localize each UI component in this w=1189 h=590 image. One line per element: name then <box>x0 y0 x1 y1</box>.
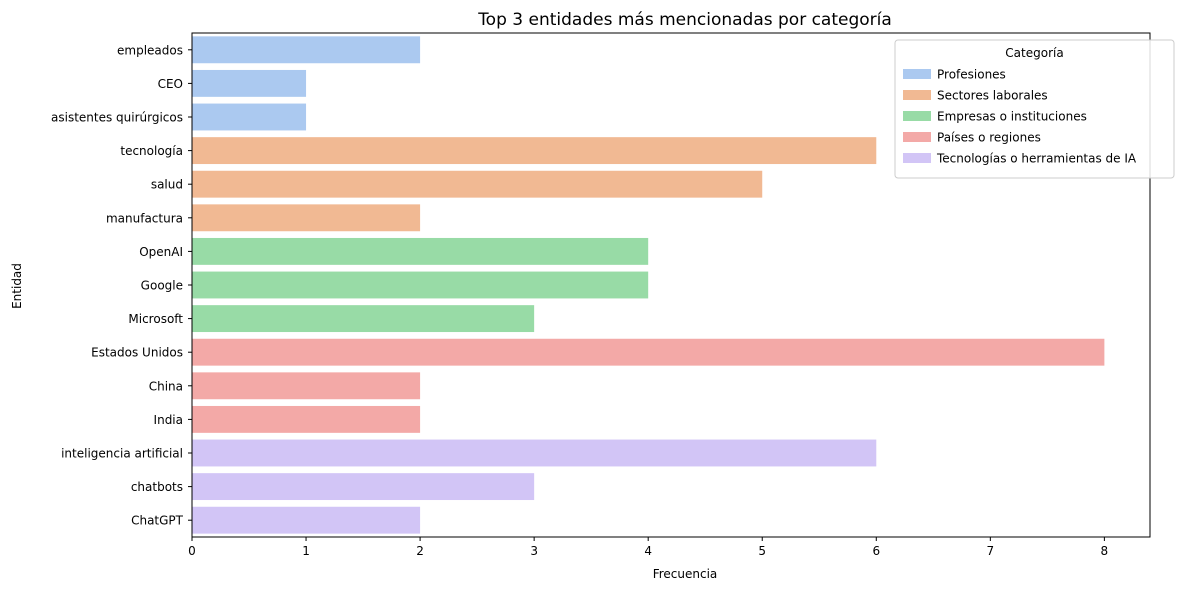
y-tick-label: Estados Unidos <box>91 346 183 360</box>
legend-label: Sectores laborales <box>937 89 1048 103</box>
y-tick-label: India <box>154 413 183 427</box>
y-axis-label: Entidad <box>10 263 24 309</box>
bar-1 <box>192 69 307 97</box>
bar-0 <box>192 36 421 64</box>
bar-4 <box>192 170 763 198</box>
y-tick-label: China <box>149 379 183 393</box>
legend-swatch-1 <box>903 90 931 100</box>
x-tick-label: 5 <box>758 544 766 558</box>
y-tick-label: Microsoft <box>128 312 183 326</box>
x-tick-label: 8 <box>1101 544 1109 558</box>
bar-8 <box>192 305 535 333</box>
y-tick-label: salud <box>151 178 183 192</box>
y-tick-label: empleados <box>117 43 183 57</box>
legend-label: Países o regiones <box>937 131 1041 145</box>
legend-swatch-4 <box>903 153 931 163</box>
bar-12 <box>192 439 877 467</box>
bar-14 <box>192 506 421 534</box>
y-tick-label: chatbots <box>131 480 183 494</box>
legend-swatch-3 <box>903 132 931 142</box>
axes-group: empleados CEO asistentes quirúrgicos tecnol… <box>51 32 1151 558</box>
chart-title: Top 3 entidades más mencionadas por cate… <box>477 10 892 30</box>
legend-frame <box>894 39 1175 179</box>
legend-title: Categoría <box>1005 46 1063 60</box>
legend-label: Profesiones <box>937 68 1006 82</box>
plot-frame <box>191 32 1151 538</box>
bar-6 <box>192 237 649 265</box>
y-tick-label: asistentes quirúrgicos <box>51 111 183 125</box>
x-tick-label: 1 <box>302 544 310 558</box>
x-tick-label: 0 <box>188 544 196 558</box>
y-tick-label: inteligencia artificial <box>61 447 183 461</box>
y-tick-label: tecnología <box>120 144 183 158</box>
bars-group <box>192 36 1105 534</box>
x-tick-label: 2 <box>416 544 424 558</box>
bar-11 <box>192 405 421 433</box>
bar-9 <box>192 338 1105 366</box>
y-tick-label: manufactura <box>106 211 183 225</box>
bar-10 <box>192 372 421 400</box>
x-axis-label: Frecuencia <box>653 567 718 581</box>
bar-2 <box>192 103 307 131</box>
x-tick-label: 7 <box>987 544 995 558</box>
bar-13 <box>192 473 535 501</box>
legend-swatch-2 <box>903 111 931 121</box>
bar-5 <box>192 204 421 232</box>
x-tick-label: 6 <box>872 544 880 558</box>
legend: Categoría Profesiones Sectores laborales Em… <box>894 39 1175 179</box>
y-tick-label: Google <box>141 279 183 293</box>
y-tick-label: OpenAI <box>139 245 183 259</box>
y-tick-label: ChatGPT <box>131 514 184 528</box>
legend-label: Tecnologías o herramientas de IA <box>936 152 1137 166</box>
bar-3 <box>192 137 877 165</box>
x-tick-label: 4 <box>644 544 652 558</box>
y-tick-label: CEO <box>158 77 183 91</box>
legend-label: Empresas o instituciones <box>937 110 1087 124</box>
legend-swatch-0 <box>903 69 931 79</box>
bar-7 <box>192 271 649 299</box>
x-tick-label: 3 <box>530 544 538 558</box>
